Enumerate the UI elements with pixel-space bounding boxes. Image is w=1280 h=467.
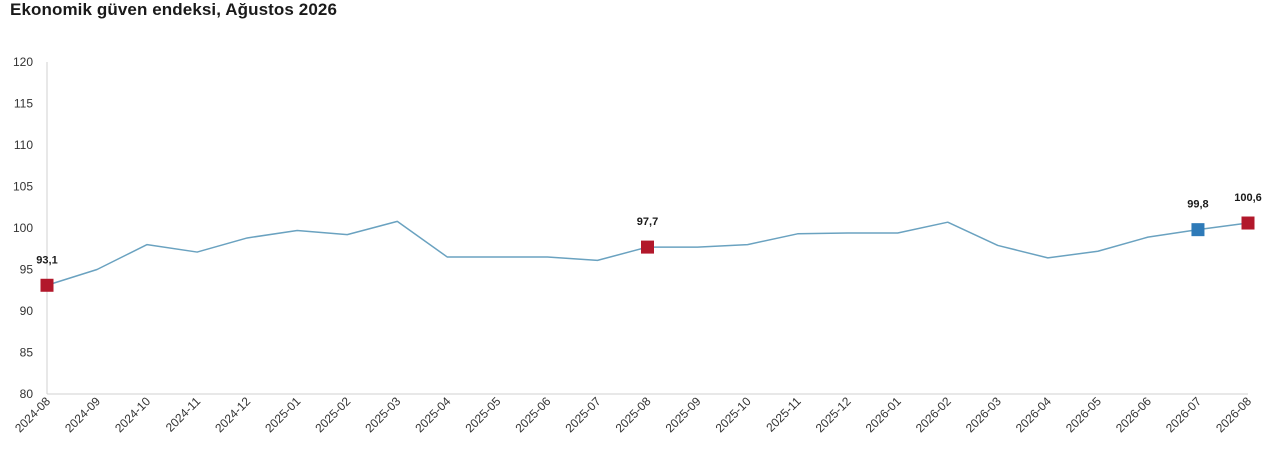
data-label: 100,6 <box>1234 192 1262 204</box>
x-tick-label: 2024-09 <box>62 394 103 435</box>
x-tick-label: 2025-04 <box>412 394 453 435</box>
x-tick-label: 2026-06 <box>1113 394 1154 435</box>
axes <box>46 62 1248 395</box>
x-tick-label: 2025-07 <box>563 394 604 435</box>
x-tick-label: 2026-04 <box>1013 394 1054 435</box>
data-label: 97,7 <box>637 216 658 228</box>
marker-layer <box>40 216 1255 292</box>
y-tick-label: 95 <box>20 263 34 277</box>
y-tick-label: 85 <box>20 346 34 360</box>
data-marker <box>641 240 654 254</box>
x-tick-label: 2025-03 <box>362 394 403 435</box>
x-tick-label: 2026-02 <box>913 394 954 435</box>
y-tick-label: 120 <box>13 55 33 69</box>
chart-title: Ekonomik güven endeksi, Ağustos 2026 <box>10 0 338 19</box>
data-marker <box>1191 223 1205 237</box>
x-tick-label: 2026-08 <box>1213 394 1254 435</box>
y-tick-label: 105 <box>13 180 33 194</box>
x-tick-label: 2026-01 <box>863 394 904 435</box>
x-tick-label: 2025-01 <box>262 394 303 435</box>
y-tick-label: 80 <box>20 387 34 401</box>
y-tick-label: 100 <box>13 221 33 235</box>
x-tick-label: 2024-11 <box>163 394 204 435</box>
y-tick-label: 115 <box>14 97 33 111</box>
x-tick-label: 2025-12 <box>813 394 854 435</box>
x-tick-label: 2025-05 <box>462 394 503 435</box>
x-tick-label: 2025-10 <box>713 394 754 435</box>
x-tick-label: 2026-07 <box>1163 394 1204 435</box>
data-label: 99,8 <box>1187 199 1208 211</box>
x-tick-label: 2026-05 <box>1063 394 1104 435</box>
x-tick-label: 2025-11 <box>763 394 804 435</box>
x-tick-label: 2025-02 <box>312 394 353 435</box>
x-tick-label: 2026-03 <box>963 394 1004 435</box>
y-tick-label: 110 <box>14 138 33 152</box>
x-tick-label: 2025-06 <box>512 394 553 435</box>
data-label: 93,1 <box>36 254 57 266</box>
x-tick-label: 2025-09 <box>663 394 704 435</box>
x-tick-label: 2025-08 <box>613 394 654 435</box>
y-tick-label: 90 <box>20 304 34 318</box>
x-tick-label: 2024-12 <box>212 394 253 435</box>
x-axis-ticks: 2024-08 2024-09 2024-10 2024-11 2024-12 2025-… <box>12 394 1254 435</box>
x-tick-label: 2024-10 <box>112 394 153 435</box>
data-marker <box>1241 216 1255 230</box>
data-marker <box>40 278 54 292</box>
y-axis-ticks: 80 85 90 95 100 105 110 115 120 <box>13 55 33 401</box>
data-label-layer: 93,1 97,7 99,8 100,6 <box>36 192 1261 266</box>
